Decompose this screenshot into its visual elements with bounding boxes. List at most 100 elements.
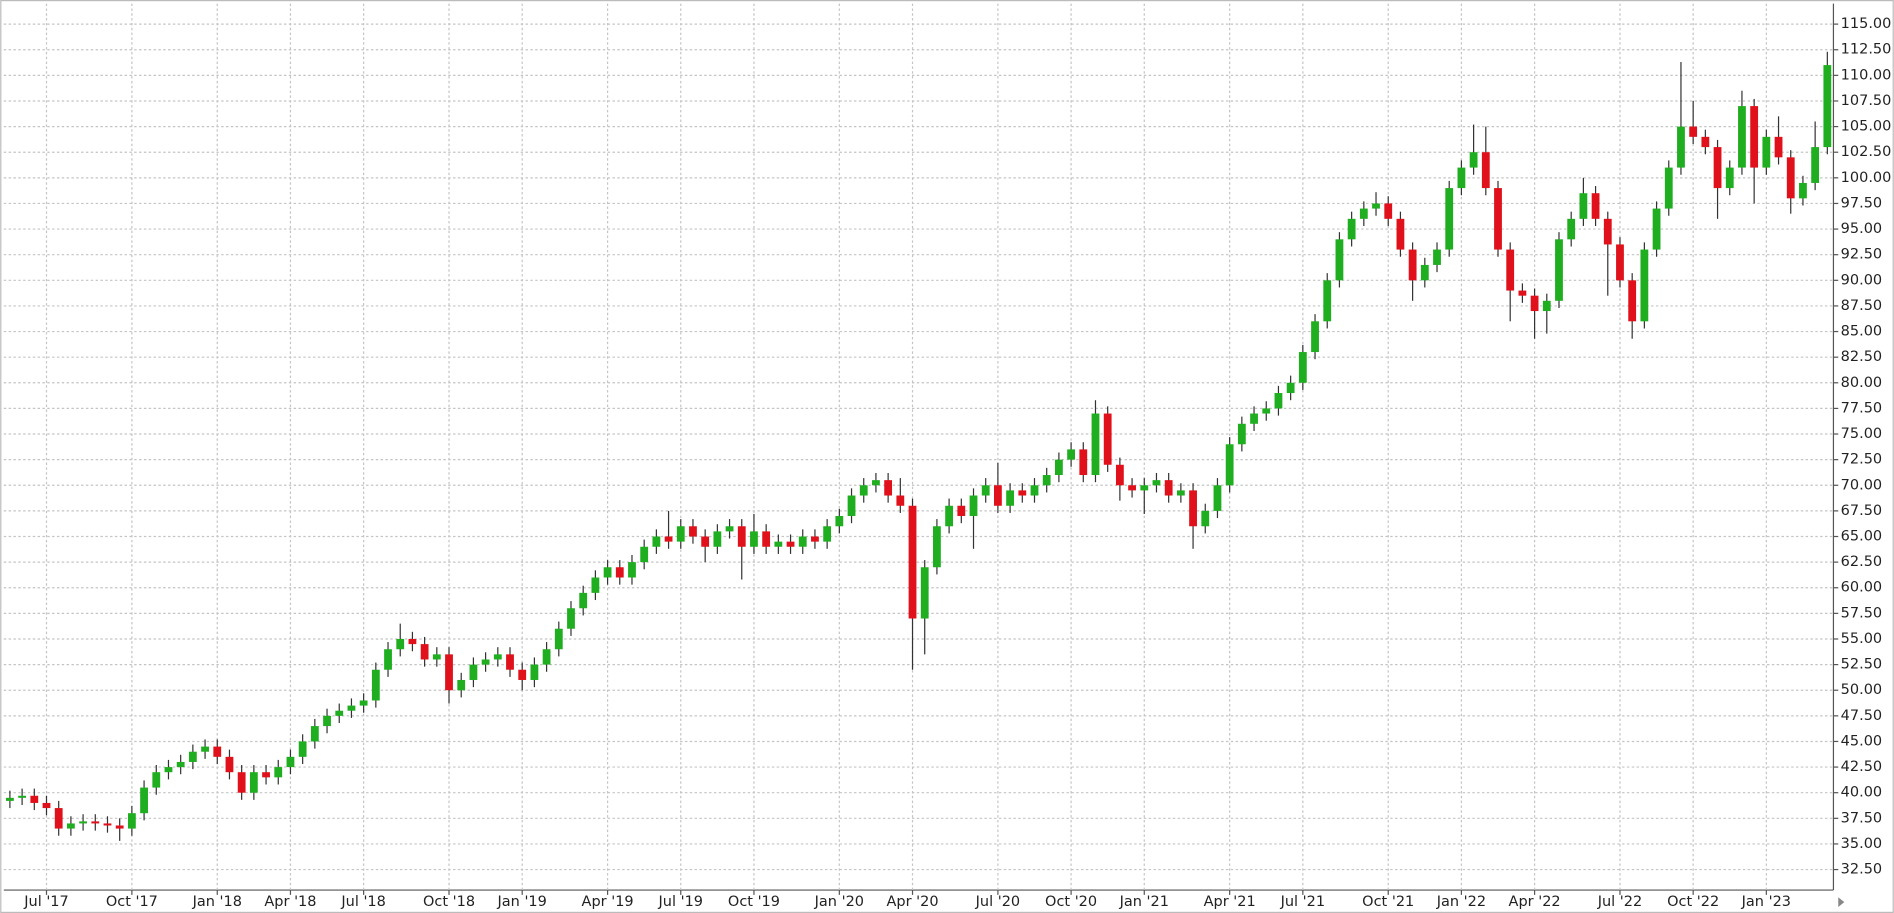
y-tick-label: 57.50: [1841, 605, 1882, 621]
candle-body: [30, 795, 39, 803]
candle-body: [66, 823, 75, 829]
candle-body: [249, 772, 258, 793]
candle-body: [859, 485, 868, 496]
x-tick-label: Apr '20: [886, 894, 938, 910]
candle-body: [1018, 490, 1027, 496]
candle-body: [981, 485, 990, 496]
x-tick-label: Jan '19: [497, 894, 547, 910]
candle-body: [103, 823, 112, 826]
y-tick-label: 77.50: [1841, 400, 1882, 416]
candle-body: [811, 536, 819, 542]
candle-body: [1091, 413, 1100, 476]
candle-body: [237, 772, 246, 793]
candle-body: [1823, 65, 1832, 148]
candle-body: [542, 649, 551, 665]
candle-body: [737, 526, 746, 547]
candle-body: [1250, 413, 1258, 424]
y-tick-label: 65.00: [1841, 529, 1882, 545]
x-tick-label: Oct '17: [106, 894, 158, 910]
candle-body: [689, 526, 697, 537]
y-tick-label: 45.00: [1841, 733, 1882, 749]
candle-body: [786, 541, 795, 547]
x-tick-label: Jul '20: [975, 894, 1021, 910]
candle-body: [1713, 147, 1722, 189]
candle-body: [286, 756, 295, 768]
candle-body: [1664, 167, 1673, 209]
y-tick-label: 107.50: [1841, 93, 1892, 109]
candle-body: [1201, 510, 1210, 527]
x-tick-label: Oct '20: [1045, 894, 1097, 910]
x-tick-label: Jul '18: [340, 894, 386, 910]
candle-body: [1542, 300, 1551, 312]
candle-body: [1567, 218, 1576, 240]
y-tick-label: 92.50: [1841, 247, 1882, 263]
candle-body: [445, 654, 453, 691]
candle-body: [1762, 136, 1771, 168]
candle-body: [1042, 475, 1051, 486]
candle-body: [262, 772, 270, 778]
candle-body: [640, 546, 649, 563]
candle-body: [1384, 203, 1393, 219]
candle-body: [579, 592, 588, 609]
candle-body: [1689, 126, 1698, 137]
y-tick-label: 85.00: [1841, 324, 1882, 340]
y-tick-label: 80.00: [1841, 375, 1882, 391]
candle-body: [1506, 249, 1515, 291]
candle-body: [1701, 136, 1710, 148]
y-tick-label: 112.50: [1841, 42, 1892, 58]
y-tick-label: 87.50: [1841, 298, 1882, 314]
candle-body: [359, 700, 368, 706]
candle-body: [1152, 480, 1161, 486]
candle-body: [1103, 413, 1112, 465]
candle-body: [713, 531, 722, 547]
candle-body: [1189, 490, 1197, 527]
candle-body: [1054, 459, 1063, 476]
candle-body: [957, 505, 966, 517]
candle-body: [457, 679, 466, 691]
candle-body: [1811, 147, 1820, 183]
candle-body: [664, 536, 673, 542]
candle-body: [54, 808, 63, 829]
candle-body: [628, 562, 636, 578]
candle-body: [1445, 188, 1454, 250]
x-tick-label: Jan '21: [1119, 894, 1169, 910]
candle-body: [1579, 193, 1588, 219]
candle-body: [530, 664, 539, 680]
y-tick-label: 40.00: [1841, 785, 1882, 801]
candle-body: [847, 495, 856, 517]
candle-body: [945, 505, 954, 527]
candle-body: [969, 495, 978, 517]
candle-body: [176, 761, 185, 768]
candle-body: [1774, 136, 1783, 158]
candle-body: [1408, 249, 1417, 281]
x-tick-label: Jan '22: [1436, 894, 1486, 910]
candle-body: [1006, 490, 1015, 506]
candle-body: [1750, 106, 1759, 168]
candle-body: [750, 531, 758, 547]
candle-body: [201, 746, 209, 752]
candle-body: [18, 795, 27, 798]
y-tick-label: 62.50: [1841, 554, 1882, 570]
x-tick-label: Jan '18: [192, 894, 242, 910]
x-tick-label: Oct '22: [1667, 894, 1719, 910]
candle-body: [1396, 218, 1405, 250]
x-tick-label: Jan '20: [814, 894, 864, 910]
candle-body: [1286, 382, 1295, 394]
candle-body: [1323, 280, 1332, 322]
candle-body: [1725, 167, 1734, 189]
candle-body: [701, 536, 710, 547]
candle-body: [1225, 444, 1234, 486]
candle-body: [164, 767, 173, 773]
candle-body: [79, 821, 87, 824]
candle-body: [213, 746, 222, 757]
x-tick-label: Oct '21: [1362, 894, 1414, 910]
x-tick-label: Oct '19: [728, 894, 780, 910]
candle-body: [725, 526, 734, 532]
y-tick-label: 32.50: [1841, 862, 1882, 878]
candle-body: [481, 659, 490, 665]
x-tick-label: Jul '17: [23, 894, 68, 910]
candle-body: [1640, 249, 1649, 322]
candle-body: [798, 536, 807, 547]
